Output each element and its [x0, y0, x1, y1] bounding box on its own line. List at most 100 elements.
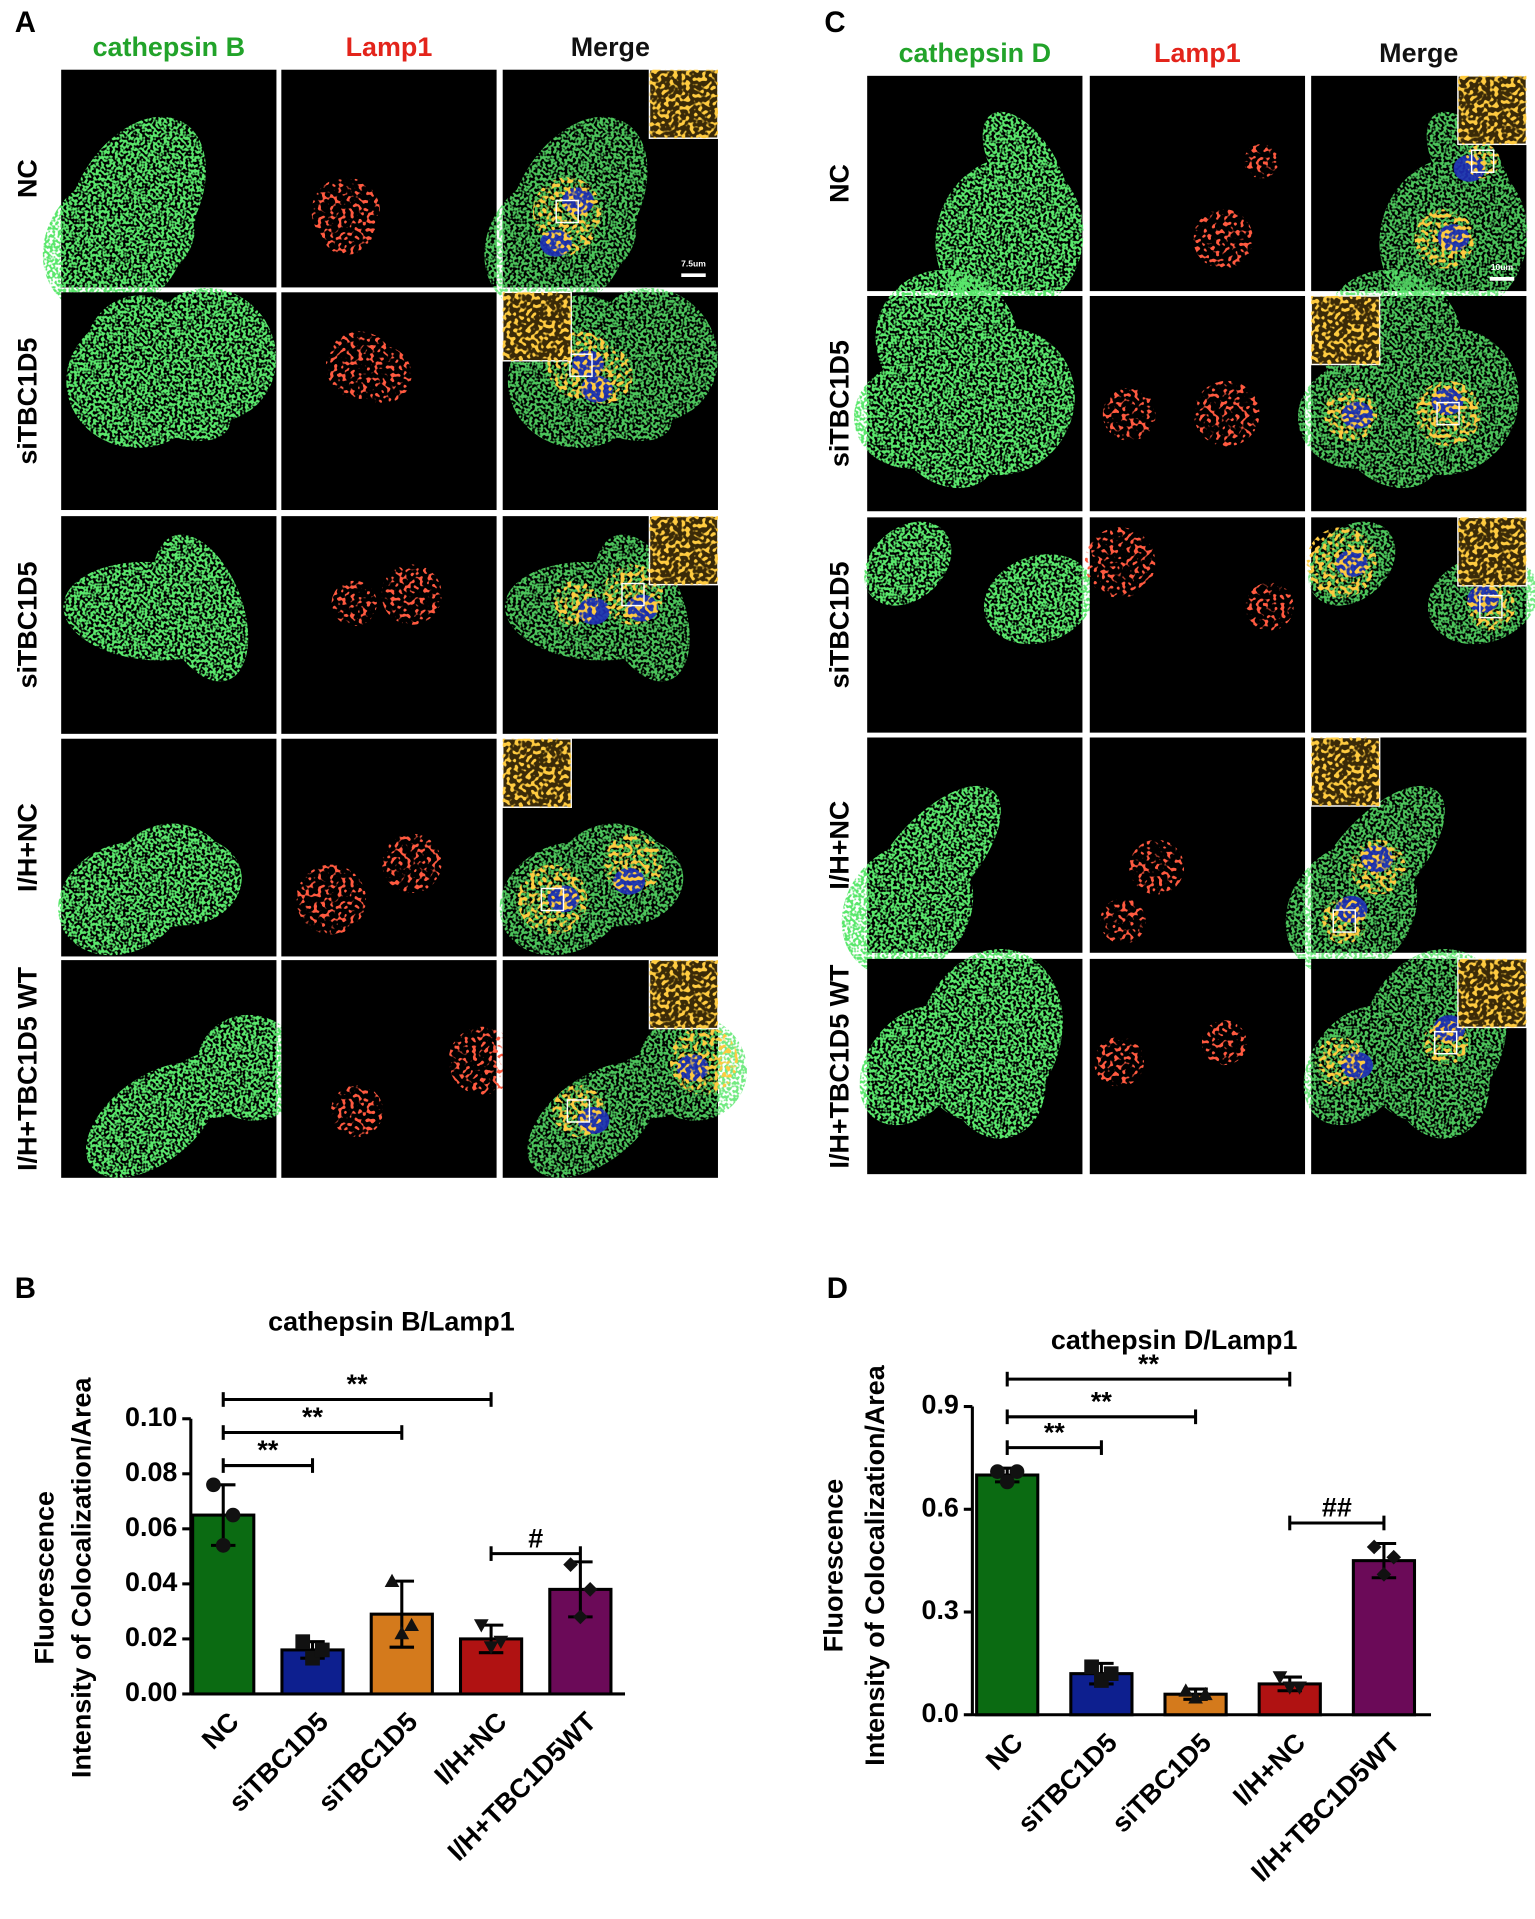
lysosome-cluster: [1129, 839, 1185, 895]
cell: [865, 785, 1001, 932]
cell: [113, 823, 228, 927]
micrograph: [499, 738, 718, 957]
significance-bracket: [221, 1458, 315, 1473]
data-point: [493, 1635, 509, 1650]
micrograph: [1297, 269, 1527, 512]
significance-bracket: [221, 1425, 404, 1440]
inset-content: [649, 960, 718, 1029]
x-tick-label: siTBC1D5: [1106, 1727, 1217, 1838]
lysosome-cluster: [1324, 387, 1378, 441]
red-channel: [1094, 1020, 1247, 1087]
data-point: [1188, 1690, 1203, 1704]
inset-texture: [1457, 517, 1527, 586]
data-point: [1292, 1681, 1307, 1695]
inset-texture: [1311, 737, 1380, 807]
significance-bracket: [1288, 1515, 1386, 1531]
column-header: Merge: [571, 32, 650, 62]
bar: [975, 1473, 1040, 1717]
cell: [983, 554, 1095, 645]
y-axis-label: Intensity of Colocalization/Area: [860, 1364, 890, 1765]
row-label: NC: [12, 159, 42, 198]
row-label: siTBC1D5: [825, 340, 855, 467]
cell: [145, 287, 277, 422]
column-header: Merge: [1379, 38, 1458, 68]
cell: [153, 1044, 305, 1119]
cell: [875, 269, 1018, 411]
data-point: [1282, 1681, 1298, 1695]
micrograph: [1303, 948, 1528, 1175]
lysosome-cluster: [602, 564, 664, 625]
column-header: Lamp1: [1154, 38, 1241, 68]
column-header: Lamp1: [346, 32, 433, 62]
data-point: [1272, 1671, 1288, 1685]
x-tick-label: NC: [196, 1706, 245, 1755]
image-background: [281, 516, 497, 734]
data-point: [394, 1626, 410, 1640]
lysosome-cluster: [1321, 898, 1368, 944]
lysosome-cluster: [382, 833, 442, 894]
significance-label: **: [302, 1402, 323, 1432]
panel-letter: B: [15, 1272, 36, 1305]
green-channel: [86, 1014, 306, 1178]
cell: [864, 521, 952, 606]
lysosome-cluster: [1094, 1036, 1144, 1087]
lysosome-cluster: [1466, 582, 1515, 631]
lysosome-cluster: [1084, 527, 1156, 598]
inset-texture: [1457, 958, 1527, 1028]
lysosome-cluster: [517, 864, 588, 935]
lysosome-cluster: [1193, 208, 1253, 269]
data-point: [563, 1557, 578, 1572]
micrograph: [281, 738, 497, 957]
micrograph: [1089, 295, 1306, 512]
row-label: I/H+TBC1D5 WT: [12, 966, 42, 1171]
data-point: [473, 1619, 489, 1633]
lysosome-cluster: [381, 564, 442, 625]
micrograph: [1089, 737, 1306, 953]
red-channel: [1100, 839, 1185, 944]
inset-content: [1311, 295, 1380, 365]
micrograph: [281, 292, 497, 511]
red-channel: [552, 1026, 738, 1137]
lysosome-cluster: [1193, 380, 1260, 447]
lysosome-cluster: [1100, 898, 1146, 944]
red-channel: [517, 833, 663, 935]
row-label: siTBC1D5: [12, 561, 42, 688]
micrograph: [1084, 517, 1306, 733]
green-channel: [864, 521, 1095, 645]
micrograph: [281, 516, 497, 734]
panel-letter: C: [824, 6, 845, 39]
micrograph: [502, 959, 747, 1178]
red-channel: [325, 331, 412, 404]
zoom-box: [1470, 149, 1495, 173]
lysosome-cluster: [575, 346, 633, 404]
data-point: [1084, 1659, 1099, 1675]
red-channel: [296, 833, 442, 935]
inset-texture: [1311, 295, 1380, 365]
data-point: [483, 1641, 499, 1655]
micrograph: [42, 69, 277, 316]
lysosome-cluster: [603, 833, 663, 894]
lysosome-cluster: [331, 580, 377, 626]
zoom-box: [621, 582, 645, 607]
x-tick-label: siTBC1D5: [1012, 1727, 1123, 1838]
micrograph: [502, 515, 719, 734]
zoom-box: [1436, 401, 1460, 426]
micrograph: [841, 737, 1083, 978]
x-tick-label: NC: [980, 1727, 1029, 1776]
y-axis-label: Fluorescence: [818, 1479, 848, 1652]
data-point: [314, 1642, 330, 1658]
lysosome-cluster: [1102, 387, 1156, 441]
zoom-box: [1479, 594, 1503, 619]
significance-bracket: [489, 1546, 582, 1561]
significance-bracket: [1005, 1409, 1198, 1425]
green-channel: [42, 116, 206, 316]
micrograph: [1306, 516, 1535, 733]
red-channel: [1324, 380, 1481, 447]
data-point: [1009, 1464, 1025, 1479]
x-tick-label: I/H+NC: [1227, 1727, 1311, 1811]
red-channel: [331, 1026, 517, 1137]
micrograph: [61, 960, 306, 1178]
row-label: siTBC1D5: [12, 338, 42, 465]
zoom-box: [555, 199, 579, 224]
